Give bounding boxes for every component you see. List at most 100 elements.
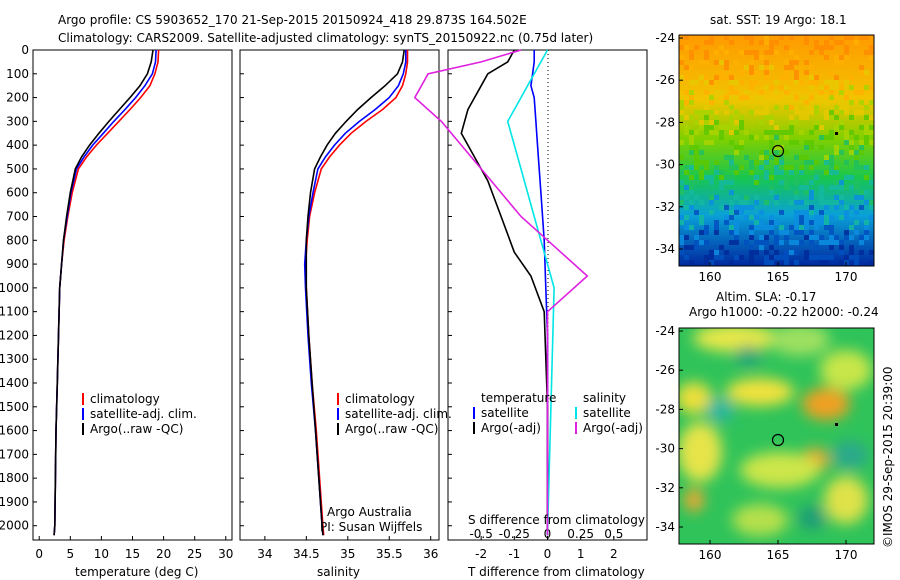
depth-tick-label: 1600 — [0, 424, 29, 438]
legend-argo: Argo(..raw -QC) — [345, 422, 438, 436]
depth-tick-label: 1800 — [0, 471, 29, 485]
series-line-argo-raw-qc- — [305, 49, 405, 536]
title-line-2: Climatology: CARS2009. Satellite-adjuste… — [58, 31, 593, 45]
t-difference-xlabel: T difference from climatology — [467, 565, 645, 579]
depth-axis: 0 100 200 300 400 500 600 700 800 900 1000 1100 1200… — [0, 43, 452, 533]
lat-tick-label: -30 — [655, 442, 675, 456]
lon-tick-label: 170 — [835, 270, 858, 284]
s-diff-tick-label: 0.5 — [604, 527, 623, 541]
depth-tick-label: 400 — [6, 138, 29, 152]
sla-map-frame — [678, 327, 875, 545]
lat-tick-label: -32 — [655, 200, 675, 214]
depth-tick-label: 100 — [6, 67, 29, 81]
x-tick-label: 25 — [187, 547, 202, 561]
series-line-argo-raw-qc- — [53, 49, 154, 536]
depth-tick-label: 900 — [6, 257, 29, 271]
series-line-argo-adj- — [413, 49, 589, 536]
argo-location-marker — [771, 433, 785, 447]
x-tick-label: 0 — [544, 547, 552, 561]
salinity-legend: climatology satellite-adj. clim. Argo(..… — [337, 392, 452, 436]
temperature-x-axis: 0 5 10 15 20 25 30 — [35, 536, 233, 561]
lat-tick-label: -26 — [655, 363, 675, 377]
series-line-satellite-adj-clim- — [303, 50, 407, 536]
legend-salinity-title: salinity — [583, 391, 626, 405]
imos-watermark: ©IMOS 29-Sep-2015 20:39:00 — [881, 366, 895, 548]
legend-satellite-adj: satellite-adj. clim. — [90, 407, 197, 421]
legend-argo: Argo(..raw -QC) — [90, 422, 183, 436]
depth-tick-label: 1400 — [0, 376, 29, 390]
lat-tick-label: -34 — [655, 520, 675, 534]
difference-legend: temperature salinity satellite Argo(-adj… — [473, 391, 643, 435]
sla-map-title-1: Altim. SLA: -0.17 — [716, 290, 816, 304]
x-tick-label: 36 — [423, 547, 438, 561]
s-difference-axis: -0.5 -0.25 0 0.25 0.5 — [469, 527, 623, 541]
x-tick-label: 30 — [218, 547, 233, 561]
credit-institution: Argo Australia — [327, 505, 412, 519]
depth-tick-label: 1900 — [0, 495, 29, 509]
series-line-climatology — [304, 50, 409, 536]
depth-tick-label: 1700 — [0, 447, 29, 461]
series-line-satellite-adj-clim- — [53, 49, 157, 536]
lat-tick-label: -26 — [655, 73, 675, 87]
t-difference-x-axis: -2 -1 0 1 2 — [475, 536, 618, 561]
sst-texture — [679, 35, 874, 265]
s-diff-tick-label: 0.25 — [567, 527, 594, 541]
legend-t-satellite: satellite — [481, 406, 529, 420]
depth-tick-label: 1100 — [0, 305, 29, 319]
x-tick-label: -1 — [508, 547, 520, 561]
argo-location-marker — [771, 144, 785, 158]
x-tick-label: -2 — [475, 547, 487, 561]
x-tick-label: 0 — [35, 547, 43, 561]
difference-series — [413, 49, 589, 536]
depth-tick-label: 800 — [6, 233, 29, 247]
temperature-panel: 0100200300400500600700800900100011001200… — [0, 43, 452, 579]
legend-s-satellite: satellite — [583, 406, 631, 420]
salinity-series — [303, 49, 409, 536]
sla-map: Altim. SLA: -0.17 Argo h1000: -0.22 h200… — [655, 290, 878, 562]
x-tick-label: 10 — [94, 547, 109, 561]
sla-map-axes: -24 -26 -28 -30 -32 -34 160 165 170 — [655, 324, 857, 562]
lon-tick-label: 165 — [767, 548, 790, 562]
depth-tick-label: 200 — [6, 91, 29, 105]
coast-dot — [835, 132, 838, 135]
x-tick-label: 35 — [340, 547, 355, 561]
sst-map: sat. SST: 19 Argo: 18.1 -24-26-28-30-32-… — [655, 13, 875, 284]
sla-anomaly-blobs — [679, 328, 872, 536]
depth-tick-label: 1000 — [0, 281, 29, 295]
lat-tick-label: -32 — [655, 481, 675, 495]
temperature-legend: climatology satellite-adj. clim. Argo(..… — [82, 392, 197, 436]
legend-temperature-title: temperature — [481, 391, 556, 405]
legend-climatology: climatology — [345, 392, 415, 406]
sst-map-title: sat. SST: 19 Argo: 18.1 — [710, 13, 847, 27]
salinity-xlabel: salinity — [317, 565, 360, 579]
lat-tick-label: -30 — [655, 158, 675, 172]
salinity-axes-frame — [239, 49, 440, 541]
legend-s-argo: Argo(-adj) — [583, 421, 643, 435]
sla-map-title-2: Argo h1000: -0.22 h2000: -0.24 — [689, 305, 879, 319]
depth-tick-label: 600 — [6, 186, 29, 200]
legend-satellite-adj: satellite-adj. clim. — [345, 407, 452, 421]
salinity-x-axis: 34 34.5 35 35.5 36 — [257, 536, 438, 561]
x-tick-label: 35.5 — [376, 547, 403, 561]
coast-dot — [835, 423, 838, 426]
salinity-panel: 34 34.5 35 35.5 36 salinity climatology sate… — [239, 49, 452, 579]
s-diff-tick-label: -0.25 — [499, 527, 530, 541]
series-line-satellite — [530, 50, 549, 536]
temperature-series — [53, 49, 160, 536]
depth-tick-label: 500 — [6, 162, 29, 176]
x-tick-label: 34 — [257, 547, 272, 561]
lon-tick-label: 165 — [767, 270, 790, 284]
lat-tick-label: -24 — [655, 31, 675, 45]
title-line-1: Argo profile: CS 5903652_170 21-Sep-2015… — [58, 13, 527, 27]
legend-t-argo: Argo(-adj) — [481, 421, 541, 435]
series-line-argo-adj- — [460, 49, 549, 536]
temperature-axes-frame — [32, 49, 233, 541]
credit-pi: PI: Susan Wijffels — [320, 520, 422, 534]
sst-map-axes: -24 -26 -28 -30 -32 -34 160 165 170 — [655, 31, 857, 284]
lon-tick-label: 160 — [699, 270, 722, 284]
difference-panel: -2 -1 0 1 2 -0.5 -0.25 0 0.25 0.5 S difference f… — [413, 49, 648, 579]
sst-map-frame — [678, 34, 875, 267]
depth-tick-label: 1300 — [0, 352, 29, 366]
x-tick-label: 34.5 — [293, 547, 320, 561]
s-diff-tick-label: -0.5 — [469, 527, 492, 541]
